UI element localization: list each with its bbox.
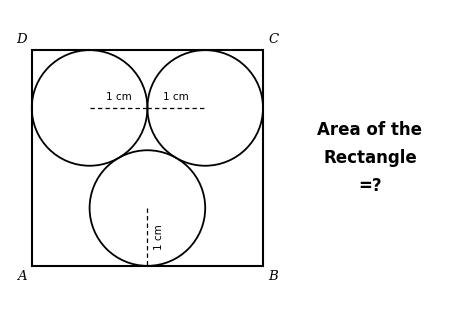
Text: D: D [16, 33, 27, 46]
Text: B: B [269, 270, 278, 283]
Text: =?: =? [358, 177, 382, 195]
Bar [32, 50, 263, 266]
Text: Rectangle: Rectangle [323, 149, 417, 167]
Text: C: C [268, 33, 279, 46]
Text: 1 cm: 1 cm [164, 92, 189, 102]
Text: 1 cm: 1 cm [155, 224, 164, 250]
Text: Area of the: Area of the [318, 121, 422, 139]
Text: 1 cm: 1 cm [106, 92, 131, 102]
Text: A: A [17, 270, 26, 283]
